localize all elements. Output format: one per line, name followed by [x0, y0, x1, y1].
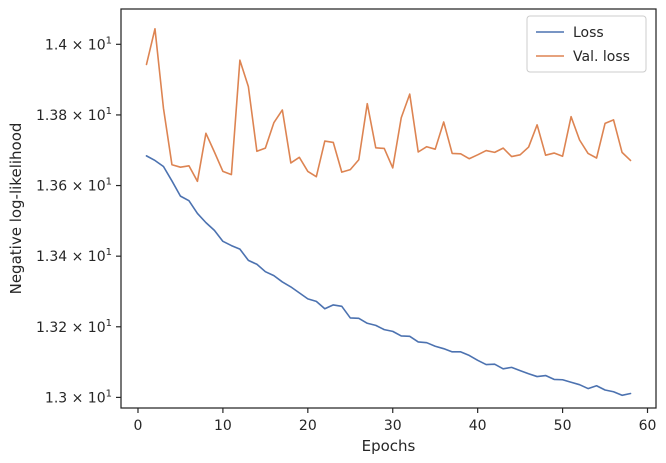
x-tick-label: 50	[554, 418, 572, 434]
legend-label-loss: Loss	[573, 25, 604, 41]
x-axis-ticks: 0 10 20 30 40 50 60	[134, 408, 657, 434]
y-tick-label: 1.32 × 101	[36, 318, 112, 336]
series-line-0	[145, 155, 632, 397]
y-axis-ticks: 1.3 × 101 1.32 × 101 1.34 × 101 1.36 × 101 1…	[36, 35, 121, 406]
x-tick-label: 10	[214, 418, 232, 434]
x-tick-label: 60	[639, 418, 657, 434]
x-tick-label: 0	[134, 418, 143, 434]
y-tick-label: 1.36 × 101	[36, 177, 112, 195]
legend: Loss Val. loss	[526, 15, 647, 73]
x-tick-label: 40	[469, 418, 487, 434]
plot-frame	[120, 8, 657, 409]
y-tick-label: 1.38 × 101	[36, 106, 112, 124]
series-layer	[145, 27, 632, 397]
x-axis-title: Epochs	[362, 437, 416, 455]
y-tick-label: 1.3 × 101	[45, 388, 112, 406]
legend-box	[526, 15, 647, 73]
legend-label-val-loss: Val. loss	[573, 49, 630, 65]
x-tick-label: 30	[384, 418, 402, 434]
series-line-1	[145, 27, 632, 183]
x-tick-label: 20	[299, 418, 317, 434]
y-tick-label: 1.34 × 101	[36, 247, 112, 265]
y-axis-title: Negative log-likelihood	[7, 123, 25, 295]
y-tick-label: 1.4 × 101	[45, 35, 112, 53]
